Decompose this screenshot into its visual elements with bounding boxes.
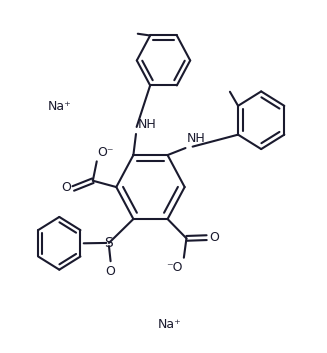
Text: S: S (105, 236, 113, 250)
Text: O: O (61, 181, 71, 194)
Text: Na⁺: Na⁺ (158, 318, 182, 331)
Text: Na⁺: Na⁺ (47, 100, 71, 113)
Text: NH: NH (138, 118, 156, 131)
Text: NH: NH (186, 132, 205, 145)
Text: O: O (209, 231, 219, 244)
Text: O⁻: O⁻ (98, 146, 114, 159)
Text: O: O (106, 265, 115, 278)
Text: ⁻O: ⁻O (166, 261, 182, 274)
